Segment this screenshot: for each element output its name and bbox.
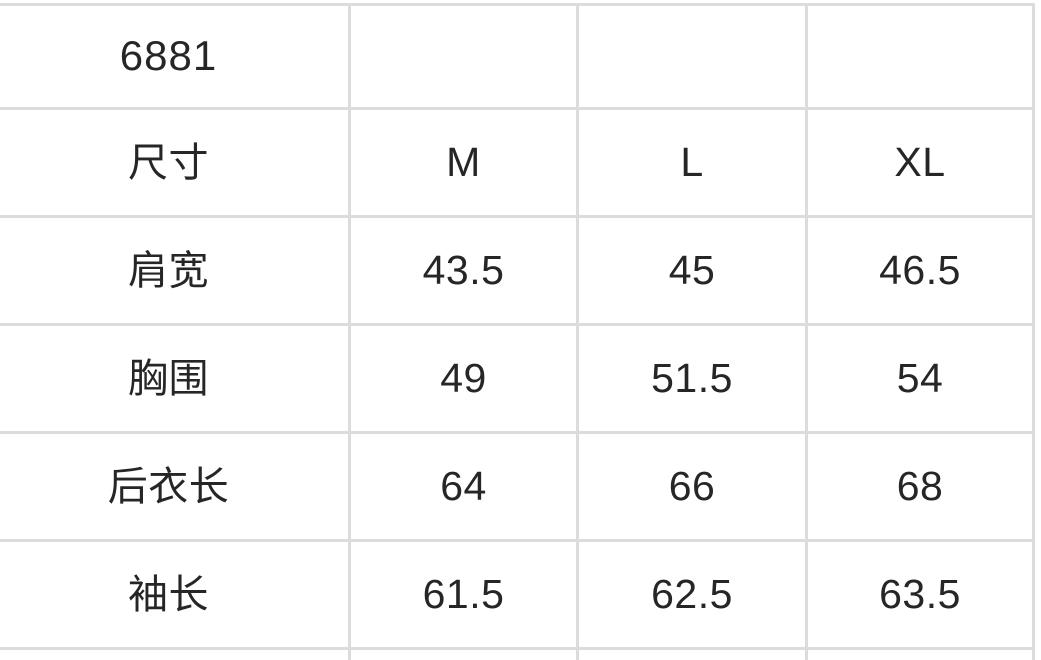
row-label-shoulder-width: 肩宽 [0, 215, 351, 326]
partial-row-l [576, 647, 808, 660]
chest-m: 49 [348, 323, 579, 434]
chest-xl: 54 [805, 323, 1035, 434]
chest-l: 51.5 [576, 323, 808, 434]
header-size-l: L [576, 107, 808, 218]
style-code-xl-blank [805, 3, 1035, 110]
partial-row-xl [805, 647, 1035, 660]
size-chart-table: 6881 尺寸 M L XL 肩宽 43.5 45 46.5 胸围 49 51. [0, 3, 1035, 660]
sleeve-length-l: 62.5 [576, 539, 808, 650]
table-row-header: 尺寸 M L XL [0, 107, 1035, 218]
row-label-chest: 胸围 [0, 323, 351, 434]
table-row-partial [0, 647, 1035, 660]
back-length-m: 64 [348, 431, 579, 542]
row-label-back-length: 后衣长 [0, 431, 351, 542]
shoulder-width-xl: 46.5 [805, 215, 1035, 326]
partial-row-label [0, 647, 351, 660]
header-size-xl: XL [805, 107, 1035, 218]
table-row-chest: 胸围 49 51.5 54 [0, 323, 1035, 434]
style-code-m-blank [348, 3, 579, 110]
style-code-value: 6881 [0, 3, 351, 110]
table-row-style-code: 6881 [0, 3, 1035, 110]
header-size-m: M [348, 107, 579, 218]
sleeve-length-xl: 63.5 [805, 539, 1035, 650]
partial-row-m [348, 647, 579, 660]
table-row-shoulder-width: 肩宽 43.5 45 46.5 [0, 215, 1035, 326]
header-size-label: 尺寸 [0, 107, 351, 218]
shoulder-width-l: 45 [576, 215, 808, 326]
back-length-xl: 68 [805, 431, 1035, 542]
row-label-sleeve-length: 袖长 [0, 539, 351, 650]
sleeve-length-m: 61.5 [348, 539, 579, 650]
table-row-back-length: 后衣长 64 66 68 [0, 431, 1035, 542]
size-chart-body: 6881 尺寸 M L XL 肩宽 43.5 45 46.5 胸围 49 51. [0, 3, 1035, 660]
table-row-sleeve-length: 袖长 61.5 62.5 63.5 [0, 539, 1035, 650]
style-code-l-blank [576, 3, 808, 110]
back-length-l: 66 [576, 431, 808, 542]
shoulder-width-m: 43.5 [348, 215, 579, 326]
